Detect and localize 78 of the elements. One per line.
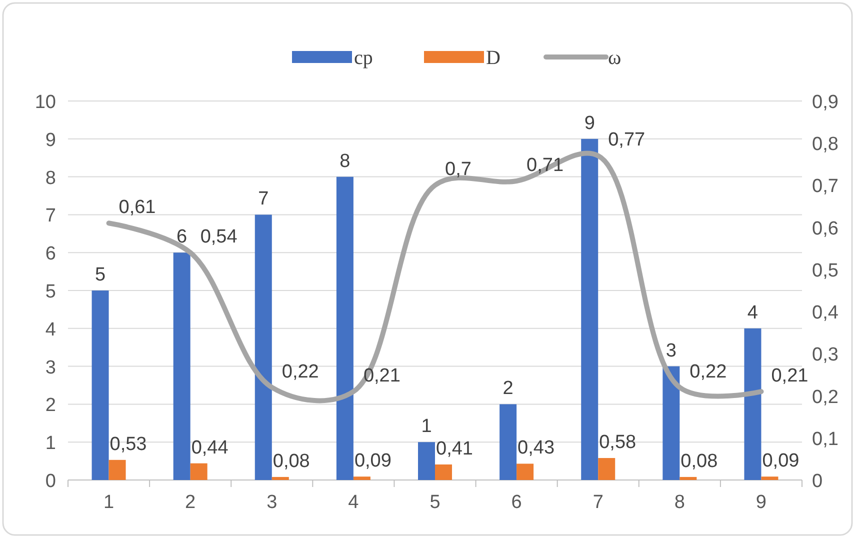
- bar: [744, 328, 762, 480]
- x-tick-label: 4: [348, 492, 360, 513]
- x-tick-label: 1: [103, 492, 114, 513]
- data-label: 0,22: [690, 361, 727, 382]
- bar: [190, 463, 208, 480]
- y2-tick-label: 0,4: [812, 302, 839, 324]
- y-tick-label: 1: [45, 433, 56, 454]
- y-tick-label: 2: [45, 395, 56, 416]
- y-tick-label: 7: [45, 206, 56, 227]
- y2-tick-label: 0,7: [812, 176, 838, 198]
- data-label: 8: [340, 150, 350, 172]
- bar: [418, 442, 435, 480]
- data-label: 2: [502, 378, 514, 400]
- y-tick-label: 10: [34, 92, 56, 113]
- y2-tick-label: 0,3: [812, 344, 838, 366]
- bar: [516, 464, 534, 480]
- bar: [108, 460, 126, 480]
- y2-tick-label: 0,2: [812, 386, 838, 408]
- data-label: 0,43: [518, 438, 555, 459]
- y-tick-label: 8: [45, 168, 56, 189]
- y-tick-label: 6: [45, 244, 56, 265]
- bar: [581, 138, 598, 480]
- bar: [435, 464, 452, 480]
- y2-tick-label: 0,9: [812, 92, 838, 113]
- data-label: 0,22: [282, 361, 319, 382]
- data-label: 0,21: [771, 366, 808, 387]
- y-tick-label: 3: [45, 357, 56, 378]
- bar: [761, 476, 778, 480]
- y-tick-label: 9: [45, 130, 56, 151]
- x-tick-label: 7: [592, 492, 604, 513]
- bar: [500, 404, 517, 480]
- bar: [662, 366, 680, 480]
- x-tick-label: 2: [185, 492, 196, 513]
- bar: [680, 476, 697, 480]
- bar: [272, 476, 289, 480]
- legend-label: ω: [608, 47, 622, 69]
- x-tick-label: 8: [674, 492, 685, 513]
- legend-label: D: [486, 47, 500, 69]
- y-tick-label: 0: [45, 471, 56, 492]
- bar: [254, 214, 272, 480]
- x-tick-label: 9: [756, 492, 767, 513]
- data-label: 0,61: [118, 197, 156, 218]
- data-label: 0,58: [599, 432, 636, 454]
- data-label: 1: [421, 416, 432, 438]
- data-label: 0,41: [436, 438, 473, 460]
- data-label: 0,09: [762, 450, 800, 472]
- data-label: 5: [94, 264, 106, 286]
- data-label: 0,08: [680, 450, 718, 472]
- data-label: 0,71: [526, 155, 564, 176]
- data-label: 7: [258, 188, 269, 210]
- data-label: 6: [176, 226, 188, 248]
- data-label: 0,44: [191, 437, 229, 458]
- y2-tick-label: 0,6: [812, 218, 838, 240]
- data-label: 0,54: [200, 226, 238, 248]
- data-label: 0,09: [354, 450, 392, 472]
- data-label: 0,21: [363, 366, 400, 387]
- bar: [598, 458, 616, 480]
- bar: [336, 176, 354, 480]
- x-tick-label: 6: [511, 492, 522, 513]
- data-label: 0,08: [272, 450, 310, 472]
- data-label: 9: [584, 112, 595, 134]
- data-label: 0,7: [445, 159, 472, 180]
- y2-tick-label: 0,8: [812, 134, 838, 156]
- y-tick-label: 5: [45, 282, 56, 302]
- legend-label: cp: [354, 47, 373, 69]
- bar: [173, 252, 190, 480]
- x-tick-label: 3: [266, 492, 278, 513]
- data-label: 0,77: [608, 130, 646, 151]
- data-label: 0,53: [110, 434, 147, 455]
- data-label: 3: [666, 340, 676, 362]
- bar: [92, 290, 109, 480]
- y2-tick-label: 0: [812, 471, 823, 492]
- y-tick-label: 4: [45, 319, 56, 340]
- y2-tick-label: 0,1: [812, 428, 838, 450]
- bar: [353, 476, 370, 480]
- x-tick-label: 5: [430, 492, 440, 513]
- y2-tick-label: 0,5: [812, 260, 838, 282]
- data-label: 4: [747, 302, 758, 324]
